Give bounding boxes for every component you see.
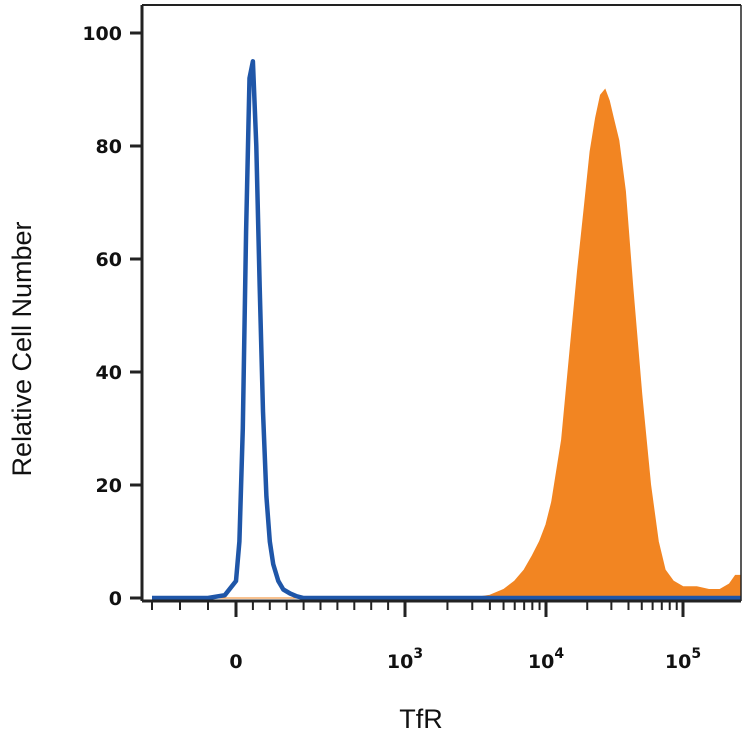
x-axis-title: TfR bbox=[399, 704, 443, 734]
x-tick-label: 105 bbox=[665, 646, 701, 673]
y-tick-label: 80 bbox=[96, 136, 122, 158]
y-axis: 0 20 40 60 80 100 bbox=[82, 23, 142, 610]
series-layer bbox=[152, 59, 742, 601]
y-tick-label: 60 bbox=[96, 249, 122, 271]
series-outline-histogram bbox=[152, 59, 741, 601]
x-tick-label: 103 bbox=[387, 646, 423, 673]
x-tick-label: 104 bbox=[528, 646, 564, 673]
y-axis-title: Relative Cell Number bbox=[7, 221, 37, 476]
plot-frame bbox=[140, 4, 742, 601]
y-tick-label: 0 bbox=[109, 588, 122, 610]
y-tick-label: 40 bbox=[96, 362, 122, 384]
y-tick-label: 100 bbox=[82, 23, 122, 45]
x-tick-label: 0 bbox=[229, 651, 242, 673]
y-tick-label: 20 bbox=[96, 475, 122, 497]
x-axis: 0 103 104 105 bbox=[142, 599, 741, 673]
series-filled-histogram bbox=[152, 88, 742, 599]
